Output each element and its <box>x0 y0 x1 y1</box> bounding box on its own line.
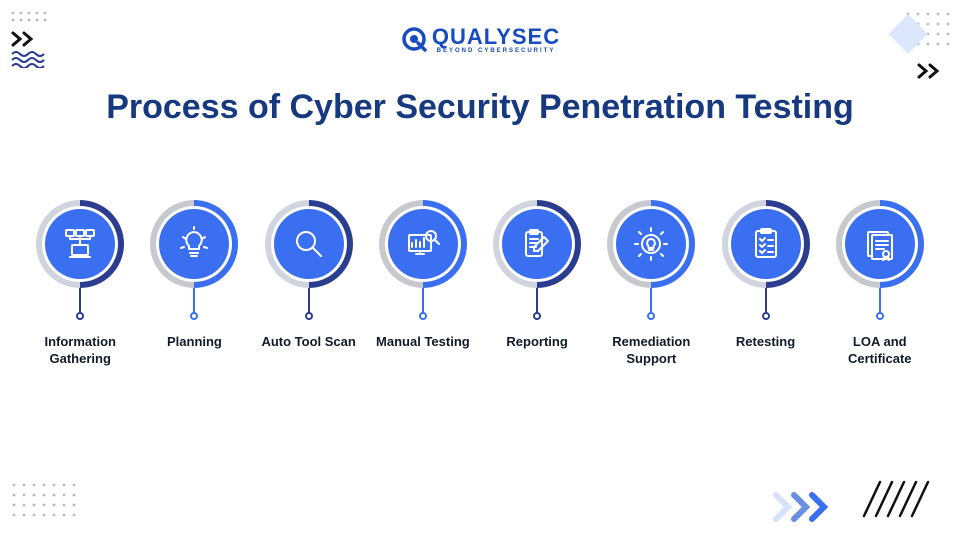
step-dot <box>762 312 770 320</box>
logo-q-icon <box>400 25 428 53</box>
step-label: Retesting <box>736 334 795 351</box>
decor-chevrons-bottom-right <box>770 491 840 528</box>
step-icon-disc <box>502 209 572 279</box>
step-stem <box>536 287 538 313</box>
step-badge <box>36 200 124 288</box>
step-label: Auto Tool Scan <box>261 334 355 351</box>
process-step: Manual Testing <box>371 200 475 368</box>
step-label: Information Gathering <box>28 334 132 368</box>
process-step: Auto Tool Scan <box>257 200 361 368</box>
step-dot <box>647 312 655 320</box>
step-badge <box>722 200 810 288</box>
decor-scribble-bottom-right <box>860 476 940 525</box>
step-label: Remediation Support <box>599 334 703 368</box>
logo-container: QUALYSEC BEYOND CYBERSECURITY <box>0 0 960 58</box>
page-title: Process of Cyber Security Penetration Te… <box>0 88 960 127</box>
step-label: LOA and Certificate <box>828 334 932 368</box>
step-stem <box>308 287 310 313</box>
step-badge <box>150 200 238 288</box>
step-icon-disc <box>845 209 915 279</box>
step-dot <box>876 312 884 320</box>
step-dot <box>533 312 541 320</box>
step-stem <box>650 287 652 313</box>
process-step: LOA and Certificate <box>828 200 932 368</box>
process-steps-row: Information Gathering Planning Auto Tool… <box>0 200 960 368</box>
decor-wave-top-left <box>10 50 54 73</box>
logo-text: QUALYSEC <box>432 24 560 49</box>
step-stem <box>193 287 195 313</box>
step-icon-disc <box>159 209 229 279</box>
step-badge <box>607 200 695 288</box>
decor-chevrons-top-right <box>916 62 950 85</box>
step-icon-disc <box>45 209 115 279</box>
step-dot <box>305 312 313 320</box>
step-badge <box>379 200 467 288</box>
decor-dots-bottom-left <box>10 481 80 530</box>
step-stem <box>422 287 424 313</box>
step-dot <box>419 312 427 320</box>
process-step: Planning <box>142 200 246 368</box>
step-label: Manual Testing <box>376 334 470 351</box>
step-dot <box>76 312 84 320</box>
step-badge <box>265 200 353 288</box>
process-step: Information Gathering <box>28 200 132 368</box>
step-icon-disc <box>274 209 344 279</box>
step-icon-disc <box>388 209 458 279</box>
step-stem <box>79 287 81 313</box>
process-step: Reporting <box>485 200 589 368</box>
process-step: Remediation Support <box>599 200 703 368</box>
step-icon-disc <box>731 209 801 279</box>
process-step: Retesting <box>714 200 818 368</box>
step-badge <box>836 200 924 288</box>
step-stem <box>765 287 767 313</box>
step-stem <box>879 287 881 313</box>
logo-tagline: BEYOND CYBERSECURITY <box>432 48 560 54</box>
step-dot <box>190 312 198 320</box>
brand-logo: QUALYSEC BEYOND CYBERSECURITY <box>400 24 560 54</box>
step-label: Reporting <box>506 334 567 351</box>
step-icon-disc <box>616 209 686 279</box>
step-badge <box>493 200 581 288</box>
decor-dots-top-left <box>10 10 50 29</box>
step-label: Planning <box>167 334 222 351</box>
